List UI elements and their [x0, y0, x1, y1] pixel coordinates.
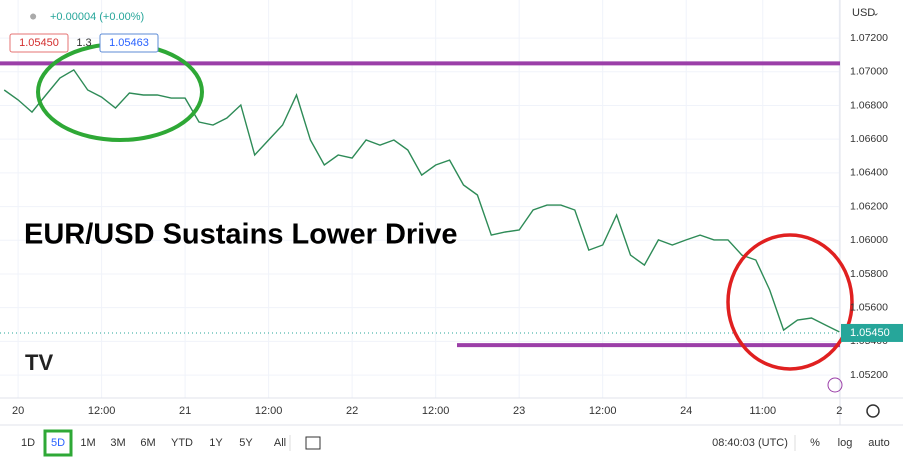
range-button[interactable]: 6M [140, 437, 155, 449]
bid-box[interactable] [9, 33, 69, 53]
range-button[interactable]: 1D [21, 437, 35, 449]
x-tick-label: 2 [836, 405, 842, 417]
y-tick-label: 1.06200 [850, 200, 888, 212]
y-tick-label: 1.06000 [850, 234, 888, 246]
x-tick-label: 12:00 [422, 405, 450, 417]
ask-box[interactable] [99, 33, 159, 53]
currency-caret[interactable]: ⌄ [872, 7, 880, 17]
x-tick-label: 12:00 [88, 405, 116, 417]
y-tick-label: 1.06400 [850, 167, 888, 179]
compare-icon[interactable] [305, 436, 321, 450]
x-tick-label: 11:00 [749, 405, 776, 417]
y-tick-label: 1.06600 [850, 133, 888, 145]
range-button[interactable]: 5D [51, 437, 65, 449]
range-button[interactable]: 3M [110, 437, 125, 449]
spread: 1.3 [76, 37, 91, 49]
settings-icon[interactable] [866, 404, 880, 418]
y-tick-label: 1.07000 [850, 66, 888, 78]
plot [0, 61, 840, 348]
highlight-circle [726, 233, 854, 371]
range-button[interactable]: 1Y [209, 437, 223, 449]
clock: 08:40:03 (UTC) [712, 437, 788, 449]
y-tick-label: 1.05800 [850, 268, 888, 280]
symbol-dot: ● [29, 8, 37, 24]
y-tick-label: 1.07200 [850, 32, 888, 44]
y-tick-label: 1.06800 [850, 99, 888, 111]
currency[interactable]: USD [852, 7, 875, 19]
price-line [3, 68, 840, 333]
last-price-label: 1.05450 [850, 327, 890, 339]
bolt-icon[interactable] [827, 377, 843, 393]
bid[interactable]: 1.05450 [19, 37, 59, 49]
x-tick-label: 24 [680, 405, 692, 417]
x-tick-label: 12:00 [255, 405, 283, 417]
range-button[interactable]: YTD [171, 437, 193, 449]
logo: TV [25, 350, 53, 375]
x-tick-label: 20 [12, 405, 24, 417]
x-tick-label: 21 [179, 405, 191, 417]
range-button[interactable]: 1M [80, 437, 95, 449]
ask[interactable]: 1.05463 [109, 37, 149, 49]
change: +0.00004 (+0.00%) [50, 11, 144, 23]
x-tick-label: 22 [346, 405, 358, 417]
last-price-box [841, 323, 903, 342]
percent-toggle[interactable]: % [810, 437, 820, 449]
x-tick-label: 12:00 [589, 405, 617, 417]
toolbar: 1D 5D 1M 3M 6M YTD 1Y 5Y All [21, 429, 286, 457]
selected-range-box [43, 429, 73, 457]
range-button[interactable]: All [274, 437, 286, 449]
range-button[interactable]: 5Y [239, 437, 253, 449]
x-tick-label: 23 [513, 405, 525, 417]
headline: EUR/USD Sustains Lower Drive [24, 219, 458, 251]
auto-toggle[interactable]: auto [868, 437, 889, 449]
y-tick-label: 1.05200 [850, 369, 888, 381]
log-toggle[interactable]: log [838, 437, 853, 449]
y-tick-label: 1.05600 [850, 301, 888, 313]
